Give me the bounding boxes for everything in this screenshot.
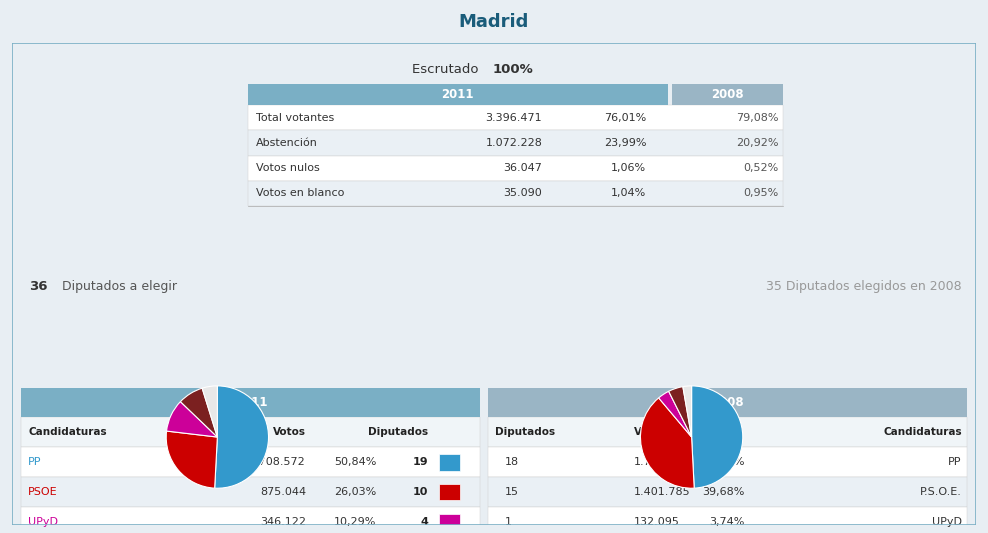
Bar [248,156,783,181]
Bar [22,417,480,447]
Text: 1,06%: 1,06% [612,163,646,173]
Bar [248,131,783,156]
Wedge shape [692,386,743,488]
Text: 3,74%: 3,74% [709,517,745,527]
Text: 1,04%: 1,04% [612,188,646,198]
Wedge shape [203,386,217,437]
Text: 36.047: 36.047 [503,163,542,173]
Text: Diputados: Diputados [495,427,555,438]
Text: Total votantes: Total votantes [256,113,334,123]
Text: 1: 1 [505,517,512,527]
Text: 0,52%: 0,52% [743,163,779,173]
Text: PSOE: PSOE [29,487,58,497]
Bar [22,507,480,533]
Bar [248,84,668,106]
Wedge shape [166,431,217,488]
Text: 39,68%: 39,68% [702,487,745,497]
Text: 10: 10 [413,487,429,497]
Text: P.S.O.E.: P.S.O.E. [920,487,961,497]
Text: 2011: 2011 [235,396,267,409]
Text: 35 Diputados elegidos en 2008: 35 Diputados elegidos en 2008 [766,280,961,293]
Text: 2008: 2008 [711,88,744,101]
Text: 1.737.688: 1.737.688 [634,457,691,467]
Text: 15: 15 [505,487,519,497]
Text: Votos: Votos [634,427,667,438]
Bar [22,477,480,507]
Text: UPyD: UPyD [932,517,961,527]
Text: 1.072.228: 1.072.228 [485,138,542,148]
Text: Escrutado: Escrutado [412,63,483,76]
Text: 132.095: 132.095 [634,517,680,527]
Wedge shape [640,398,695,488]
Wedge shape [659,391,692,437]
Text: Diputados a elegir: Diputados a elegir [58,280,177,293]
Bar [488,507,966,533]
Text: Votos en blanco: Votos en blanco [256,188,344,198]
Text: Madrid: Madrid [458,13,530,31]
Text: 1.708.572: 1.708.572 [249,457,306,467]
Wedge shape [214,386,269,488]
Text: 23,99%: 23,99% [604,138,646,148]
Text: PP: PP [948,457,961,467]
Text: 50,84%: 50,84% [334,457,376,467]
Text: 76,01%: 76,01% [604,113,646,123]
Text: 20,92%: 20,92% [736,138,779,148]
Text: 0,95%: 0,95% [743,188,779,198]
Text: 19: 19 [413,457,429,467]
Text: 346.122: 346.122 [260,517,306,527]
Bar [439,514,460,530]
Bar [488,447,966,477]
Bar [488,477,966,507]
Text: 3.396.471: 3.396.471 [485,113,542,123]
Wedge shape [683,386,692,437]
Wedge shape [181,388,217,437]
Text: 49,19%: 49,19% [702,457,745,467]
Wedge shape [669,386,692,437]
Text: 1.401.785: 1.401.785 [634,487,691,497]
Bar [673,84,783,106]
Bar [248,106,783,131]
Text: 875.044: 875.044 [260,487,306,497]
Bar [439,484,460,500]
Text: 36: 36 [30,280,47,293]
Text: PP: PP [29,457,41,467]
Text: Votos: Votos [273,427,306,438]
Text: 2008: 2008 [711,396,744,409]
Text: 10,29%: 10,29% [334,517,376,527]
Text: Candidaturas: Candidaturas [883,427,961,438]
Bar [22,447,480,477]
Bar [248,181,783,206]
Text: 100%: 100% [492,63,533,76]
Bar [488,417,966,447]
Text: 18: 18 [505,457,519,467]
Text: 35.090: 35.090 [504,188,542,198]
Bar [488,387,966,417]
Text: 2011: 2011 [442,88,474,101]
Text: Diputados: Diputados [369,427,429,438]
Text: Candidaturas: Candidaturas [29,427,107,438]
Bar [439,454,460,471]
Bar [22,387,480,417]
Text: 26,03%: 26,03% [334,487,376,497]
Text: Votos nulos: Votos nulos [256,163,319,173]
Text: 4: 4 [421,517,429,527]
Text: UPyD: UPyD [29,517,58,527]
Wedge shape [167,402,217,437]
Text: 79,08%: 79,08% [736,113,779,123]
Text: Abstención: Abstención [256,138,318,148]
